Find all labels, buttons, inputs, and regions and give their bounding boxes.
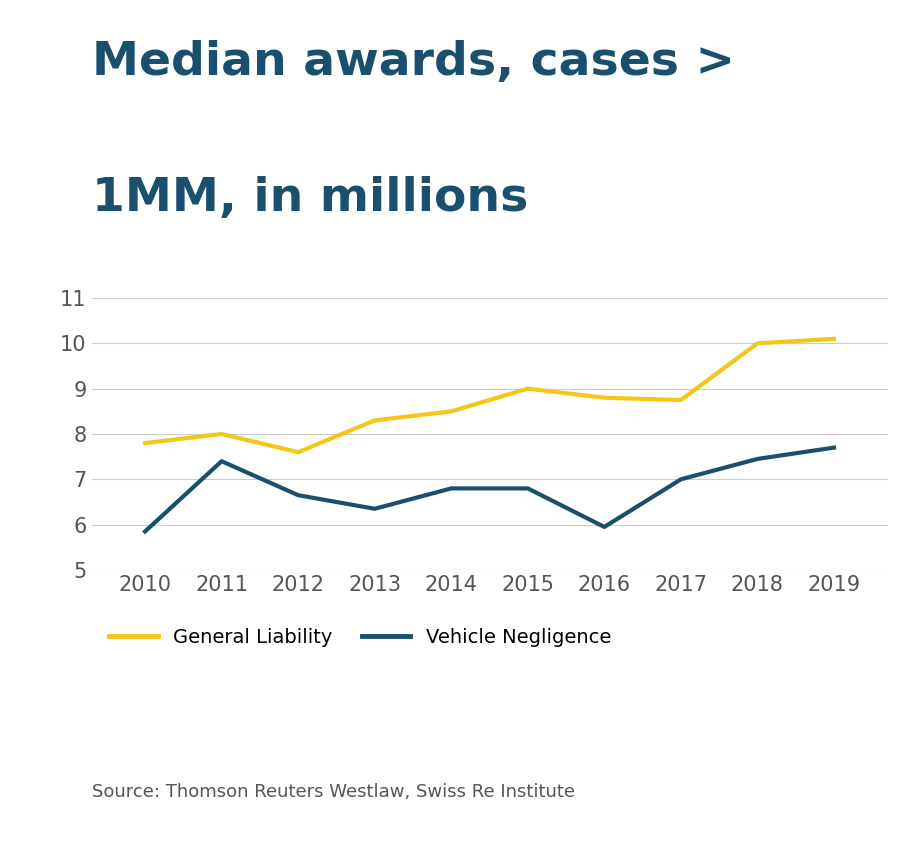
Text: Median awards, cases >: Median awards, cases >: [92, 40, 735, 85]
Legend: General Liability, Vehicle Negligence: General Liability, Vehicle Negligence: [102, 621, 619, 655]
Text: Source: Thomson Reuters Westlaw, Swiss Re Institute: Source: Thomson Reuters Westlaw, Swiss R…: [92, 783, 575, 801]
Text: 1MM, in millions: 1MM, in millions: [92, 175, 528, 220]
